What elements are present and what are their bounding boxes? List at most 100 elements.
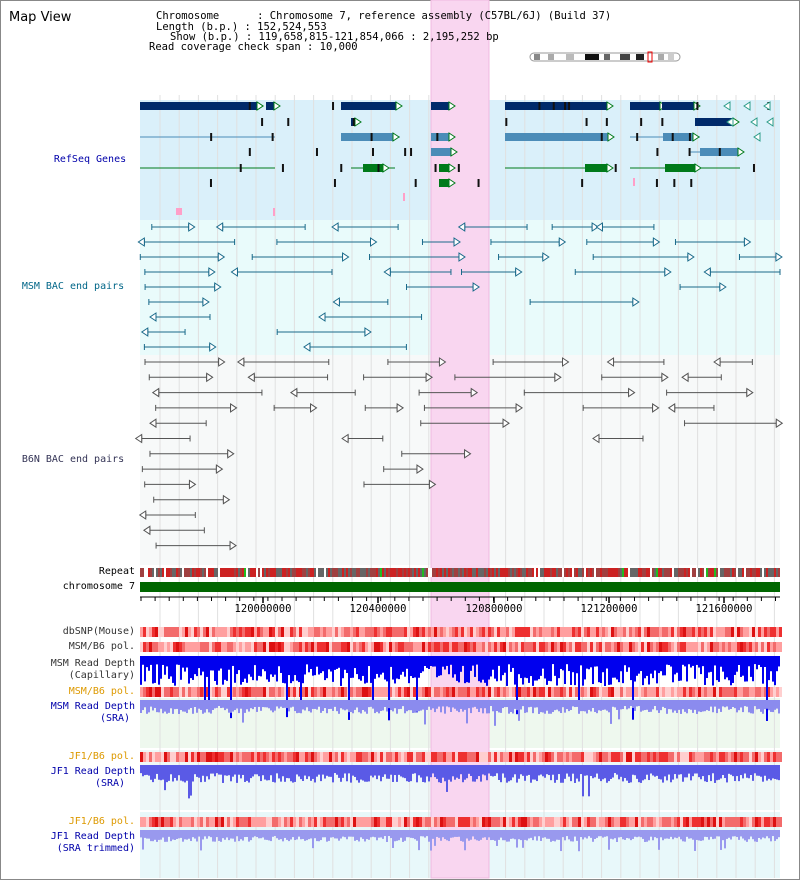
track-label-refseq-genes[interactable]: RefSeq Genes — [53, 154, 127, 165]
jf1-depth-trim-bar — [226, 830, 228, 838]
track-label-msm-pol-capillary[interactable]: MSM/B6 pol. — [68, 641, 135, 652]
ideogram-band — [636, 54, 644, 60]
track-label-msm-depth-capillary[interactable]: MSM Read Depth — [50, 658, 135, 669]
jf1-depth-trim-bar — [286, 830, 288, 840]
jf1-depth-sra-bar — [352, 765, 354, 776]
msm-depth-sra-bar — [274, 700, 276, 711]
msm-depth-capillary-bar — [538, 656, 540, 680]
jf1-depth-trim-bar — [700, 830, 702, 841]
msm-pol-sra-heat-cell — [476, 687, 479, 697]
jf1-depth-trim-bar — [480, 830, 482, 840]
msm-pol-heat-cell — [653, 642, 656, 652]
msm-pol-sra-heat-cell — [512, 687, 515, 697]
track-label-dbsnp[interactable]: dbSNP(Mouse) — [62, 626, 135, 637]
repeat-segment — [640, 568, 642, 577]
track-label-b6n-bac[interactable]: B6N BAC end pairs — [21, 454, 125, 465]
msm-depth-capillary-bar — [592, 656, 594, 685]
jf1-depth-sra-bar — [720, 765, 722, 779]
msm-depth-capillary-bar — [678, 656, 680, 681]
jf1-depth-trim-bar — [280, 830, 282, 840]
msm-depth-capillary-bar — [744, 656, 746, 682]
jf1-depth-sra-bar — [778, 765, 780, 781]
dbsnp-heat-cell — [287, 627, 290, 637]
jf1-pol-trim-heat-cell — [380, 817, 383, 827]
jf1-depth-trim-bar — [670, 830, 672, 837]
jf1-pol-heat-cell — [749, 752, 752, 762]
jf1-pol-trim-heat-cell — [221, 817, 224, 827]
msm-depth-capillary-bar — [358, 656, 360, 680]
jf1-pol-trim-heat-cell — [284, 817, 287, 827]
msm-pol-heat-cell — [668, 642, 671, 652]
jf1-pol-trim-heat-cell — [275, 817, 278, 827]
msm-pol-sra-heat-cell — [158, 687, 161, 697]
repeat-segment — [324, 568, 326, 577]
msm-pol-sra-heat-cell — [254, 687, 257, 697]
jf1-pol-heat-cell — [410, 752, 413, 762]
msm-pol-sra-heat-cell — [194, 687, 197, 697]
jf1-pol-trim-heat-cell — [401, 817, 404, 827]
msm-depth-capillary-bar — [770, 656, 772, 672]
track-label-msm-pol-sra[interactable]: MSM/B6 pol. — [68, 686, 135, 697]
jf1-depth-sra-bar — [524, 765, 526, 781]
jf1-pol-trim-heat-cell — [227, 817, 230, 827]
jf1-depth-sra-bar — [466, 765, 468, 779]
dbsnp-heat-cell — [428, 627, 431, 637]
jf1-pol-trim-heat-cell — [344, 817, 347, 827]
msm-pol-heat-cell — [155, 642, 158, 652]
msm-depth-capillary-bar — [370, 656, 372, 683]
msm-depth-capillary-bar — [266, 656, 268, 680]
msm-depth-capillary-bar — [766, 656, 768, 721]
jf1-depth-trim-bar — [164, 830, 166, 842]
repeat-segment — [702, 568, 704, 577]
jf1-depth-sra-bar — [716, 765, 718, 781]
repeat-segment — [320, 568, 322, 577]
msm-pol-heat-cell — [740, 642, 743, 652]
jf1-depth-sra-bar — [460, 765, 462, 775]
msm-depth-sra-bar — [778, 700, 780, 714]
repeat-segment — [746, 568, 748, 577]
jf1-pol-heat-cell — [209, 752, 212, 762]
msm-bac-pair-arrow — [542, 252, 550, 262]
msm-depth-capillary-bar — [472, 656, 474, 666]
track-label-msm-depth-sra[interactable]: MSM Read Depth — [50, 701, 135, 712]
msm-pol-sra-heat-cell — [599, 687, 602, 697]
dbsnp-heat-cell — [761, 627, 764, 637]
jf1-depth-sra-bar — [370, 765, 372, 776]
jf1-pol-heat-cell — [476, 752, 479, 762]
track-label-jf1-pol-trimmed[interactable]: JF1/B6 pol. — [68, 816, 135, 827]
msm-depth-sra-bar — [148, 700, 150, 713]
jf1-depth-sra-bar — [658, 765, 660, 779]
jf1-pol-heat-cell — [386, 752, 389, 762]
jf1-depth-sra-bar — [406, 765, 408, 782]
repeat-segment — [660, 568, 662, 577]
jf1-depth-sra-bar — [212, 765, 214, 774]
msm-depth-sra-bar — [718, 700, 720, 709]
msm-pol-sra-heat-cell — [218, 687, 221, 697]
jf1-pol-trim-heat-cell — [302, 817, 305, 827]
track-label-jf1-pol-sra[interactable]: JF1/B6 pol. — [68, 751, 135, 762]
jf1-depth-sra-bar — [256, 765, 258, 775]
jf1-pol-trim-heat-cell — [650, 817, 653, 827]
repeat-segment — [774, 568, 776, 577]
jf1-pol-trim-heat-cell — [563, 817, 566, 827]
jf1-pol-trim-heat-cell — [683, 817, 686, 827]
msm-pol-heat-cell — [347, 642, 350, 652]
repeat-segment — [456, 568, 458, 577]
track-label-msm-bac[interactable]: MSM BAC end pairs — [21, 281, 125, 292]
jf1-pol-trim-heat-cell — [458, 817, 461, 827]
jf1-pol-heat-cell — [221, 752, 224, 762]
jf1-depth-sra-bar — [454, 765, 456, 780]
msm-pol-heat-cell — [428, 642, 431, 652]
track-label-jf1-depth-trimmed[interactable]: JF1 Read Depth — [50, 831, 135, 842]
msm-pol-heat-cell — [485, 642, 488, 652]
msm-depth-sra-bar — [250, 700, 252, 709]
jf1-depth-sra-bar — [638, 765, 640, 783]
jf1-pol-heat-cell — [287, 752, 290, 762]
jf1-pol-trim-heat-cell — [416, 817, 419, 827]
jf1-depth-sra-bar — [204, 765, 206, 782]
track-label-jf1-depth-sra[interactable]: JF1 Read Depth — [50, 766, 135, 777]
msm-pol-heat-cell — [212, 642, 215, 652]
msm-pol-heat-cell — [719, 642, 722, 652]
dbsnp-heat-cell — [455, 627, 458, 637]
